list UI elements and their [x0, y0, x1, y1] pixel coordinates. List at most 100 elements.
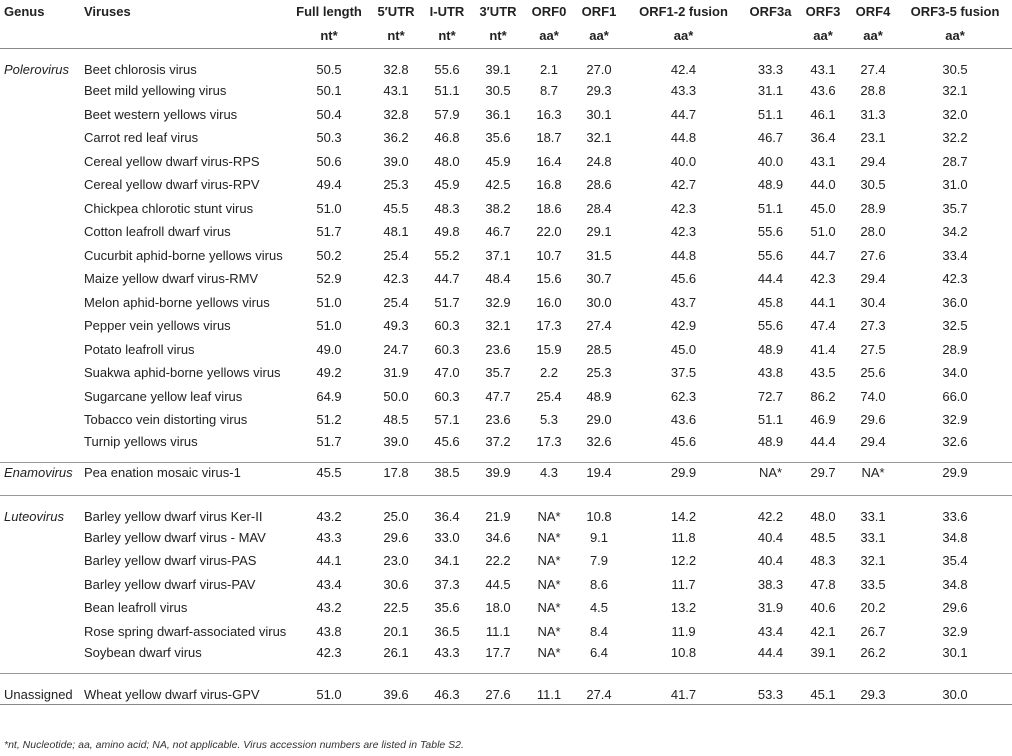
value-cell: 49.4: [316, 177, 342, 193]
header-unit: aa*: [848, 23, 898, 49]
value-cell: 42.3: [383, 271, 409, 287]
virus-name: Wheat yellow dwarf virus-GPV: [80, 673, 288, 705]
virus-name: Turnip yellows virus: [84, 433, 198, 449]
table-body: Polerovirus Beet chlorosis virus 50.5 32.8 5…: [0, 49, 1012, 705]
value-cell: 48.3: [434, 200, 460, 216]
value-cell: 28.5: [586, 341, 612, 357]
value-cell: 46.7: [485, 224, 511, 240]
header-unit-blank: [80, 23, 288, 49]
value-cell: 11.8: [671, 529, 696, 545]
header-unit: aa*: [624, 23, 743, 49]
value-cell: 36.4: [422, 494, 472, 526]
value-cell: 42.7: [670, 177, 697, 193]
value-cell: 43.7: [670, 294, 697, 310]
value-cell: NA*: [537, 529, 561, 545]
genus-label: Polerovirus: [4, 62, 70, 77]
genus-cell: [0, 79, 80, 103]
value-cell: 28.4: [586, 200, 612, 216]
header-orf1: ORF1: [581, 4, 617, 19]
value-cell: 40.0: [670, 153, 697, 169]
value-cell: 36.4: [810, 130, 836, 146]
value-cell: 22.0: [536, 224, 562, 240]
value-cell: 45.8: [757, 294, 784, 310]
virus-name: Beet western yellows virus: [84, 106, 238, 122]
value-cell: 44.4: [757, 645, 784, 660]
genus-cell: [0, 267, 80, 291]
value-cell: 39.0: [383, 433, 409, 449]
value-cell: 29.4: [860, 433, 886, 449]
virus-name: Cotton leafroll dwarf virus: [84, 224, 231, 240]
value-cell: 21.9: [472, 494, 524, 526]
value-cell: NA*: [537, 600, 561, 616]
value-cell: 51.0: [810, 224, 836, 240]
value-cell: 25.4: [383, 294, 409, 310]
value-cell: 18.6: [536, 200, 562, 216]
genus-cell: [0, 620, 80, 644]
header-unit: [743, 23, 798, 49]
genus-cell: [0, 361, 80, 385]
value-cell: 39.1: [810, 645, 836, 660]
table-row: Tobacco vein distorting virus 51.2 48.5 57.…: [0, 408, 1012, 432]
value-cell: 44.8: [670, 247, 697, 263]
genus-cell: [0, 220, 80, 244]
value-cell: 31.5: [586, 247, 612, 263]
value-cell: 32.9: [485, 294, 511, 310]
value-cell: 44.7: [434, 271, 460, 287]
value-cell: 11.1: [485, 623, 511, 639]
identity-table: Genus Viruses Full length 5′UTR I-UTR 3′…: [0, 4, 1012, 705]
value-cell: 17.7: [485, 645, 511, 660]
value-cell: 45.6: [434, 433, 460, 449]
value-cell: 43.4: [757, 623, 784, 639]
value-cell: NA*: [537, 623, 561, 639]
value-cell: 25.4: [383, 247, 409, 263]
virus-name: Cereal yellow dwarf virus-RPV: [84, 177, 260, 193]
value-cell: 33.4: [942, 247, 968, 263]
value-cell: 47.7: [485, 388, 511, 404]
value-cell: 49.2: [316, 365, 342, 381]
value-cell: 55.6: [434, 62, 460, 77]
value-cell: 34.8: [942, 529, 968, 545]
value-cell: 31.9: [383, 365, 409, 381]
value-cell: 43.3: [434, 645, 460, 660]
genus-cell: [0, 338, 80, 362]
value-cell: 31.3: [860, 106, 886, 122]
value-cell: 43.2: [316, 600, 342, 616]
genus-cell: [0, 643, 80, 674]
value-cell: 9.1: [589, 529, 609, 545]
value-cell: 17.8: [370, 461, 422, 495]
value-cell: 29.7: [798, 461, 848, 495]
value-cell: 29.3: [586, 83, 612, 99]
value-cell: 28.9: [860, 200, 886, 216]
value-cell: 37.5: [670, 365, 697, 381]
value-cell: 8.6: [589, 576, 609, 592]
value-cell: 60.3: [434, 388, 460, 404]
virus-name: Potato leafroll virus: [84, 341, 195, 357]
value-cell: 27.5: [860, 341, 886, 357]
value-cell: 29.3: [848, 673, 898, 705]
value-cell: 11.7: [671, 576, 696, 592]
value-cell: 57.1: [434, 412, 460, 428]
value-cell: 48.0: [434, 153, 460, 169]
value-cell: 14.2: [624, 494, 743, 526]
table-row: Unassigned Wheat yellow dwarf virus-GPV 51…: [0, 673, 1012, 705]
header-orf3-5-fusion: ORF3-5 fusion: [910, 4, 1000, 19]
genus-cell: [0, 197, 80, 221]
value-cell: 42.3: [810, 271, 836, 287]
value-cell: 12.2: [670, 553, 697, 569]
value-cell: 53.3: [743, 673, 798, 705]
value-cell: 27.0: [586, 62, 612, 77]
value-cell: 45.9: [485, 153, 511, 169]
table-row: Bean leafroll virus 43.2 22.5 35.6 18.0 NA* 4.…: [0, 596, 1012, 620]
value-cell: 10.8: [670, 645, 697, 660]
value-cell: 6.4: [589, 645, 609, 660]
value-cell: 39.1: [485, 62, 511, 77]
header-orf3: ORF3: [805, 4, 841, 19]
value-cell: NA*: [743, 461, 798, 495]
header-orf1-2-fusion: ORF1-2 fusion: [639, 4, 728, 19]
value-cell: 51.0: [288, 673, 370, 705]
table-row: Potato leafroll virus 49.0 24.7 60.3 23.6 15.…: [0, 338, 1012, 362]
header-full-length: Full length: [296, 4, 362, 19]
value-cell: 36.2: [383, 130, 409, 146]
value-cell: 23.0: [383, 553, 409, 569]
value-cell: 45.0: [670, 341, 697, 357]
